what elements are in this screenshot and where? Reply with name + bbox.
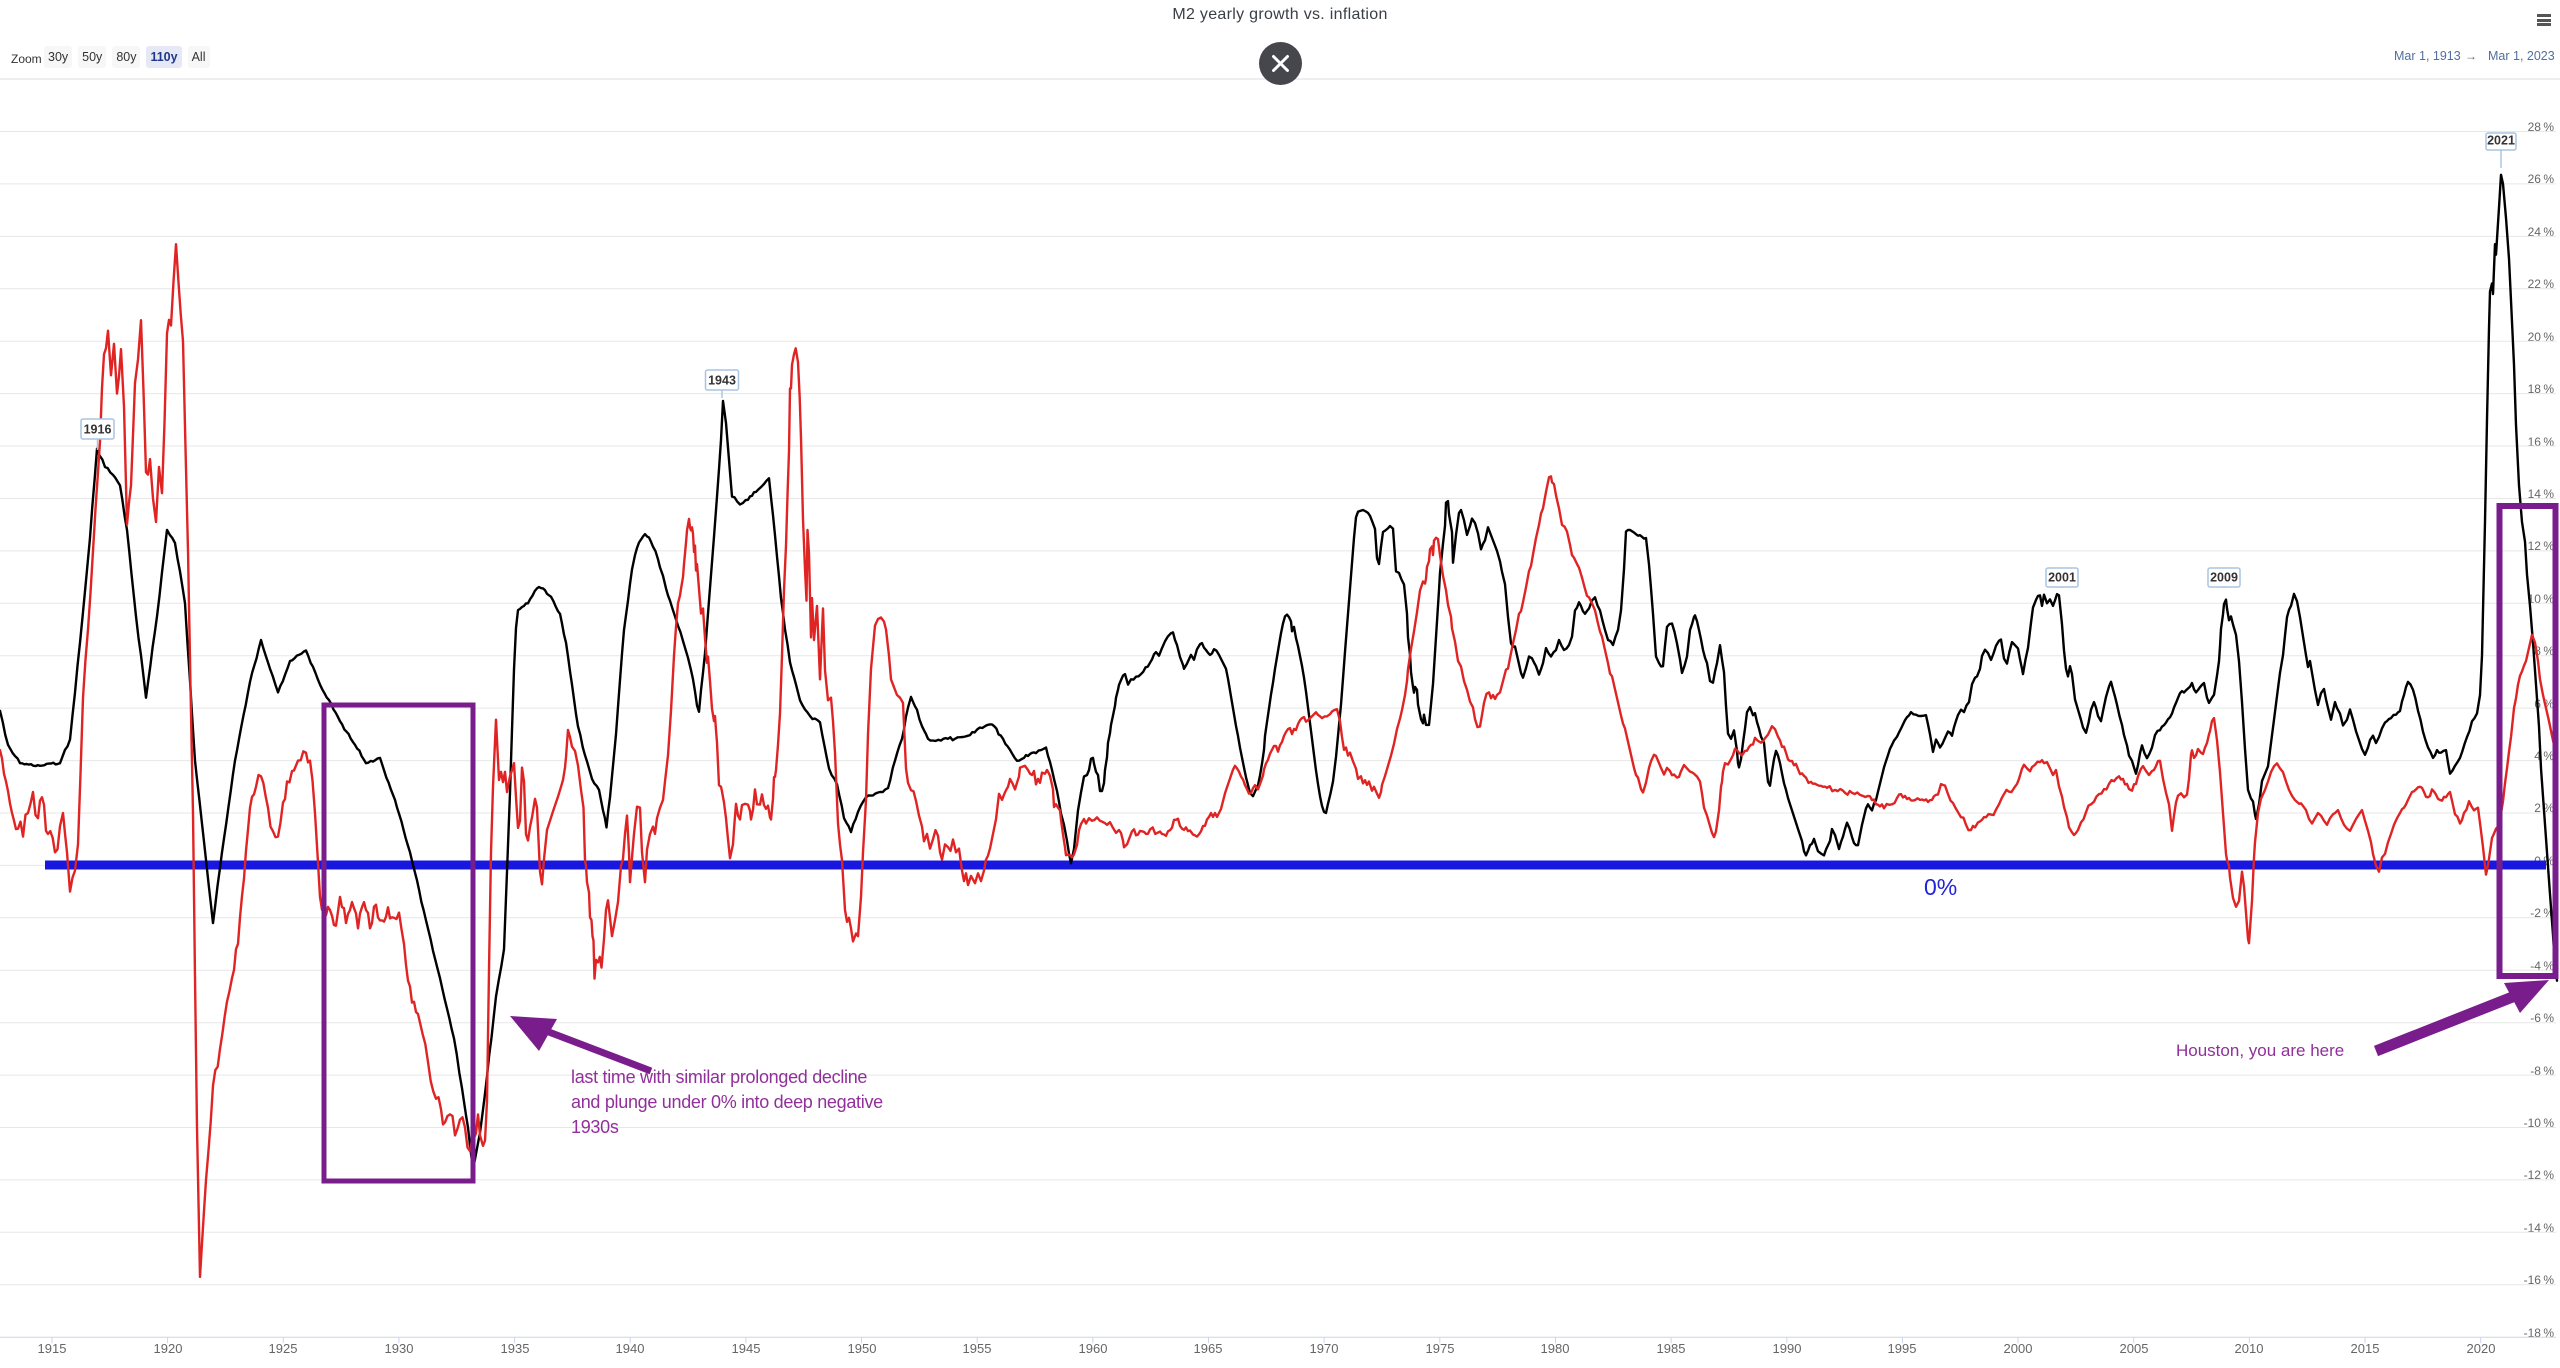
svg-text:2021: 2021: [2487, 134, 2515, 148]
svg-text:1916: 1916: [84, 423, 112, 437]
svg-text:1943: 1943: [708, 374, 736, 388]
svg-text:2001: 2001: [2048, 571, 2076, 585]
svg-text:2009: 2009: [2210, 571, 2238, 585]
